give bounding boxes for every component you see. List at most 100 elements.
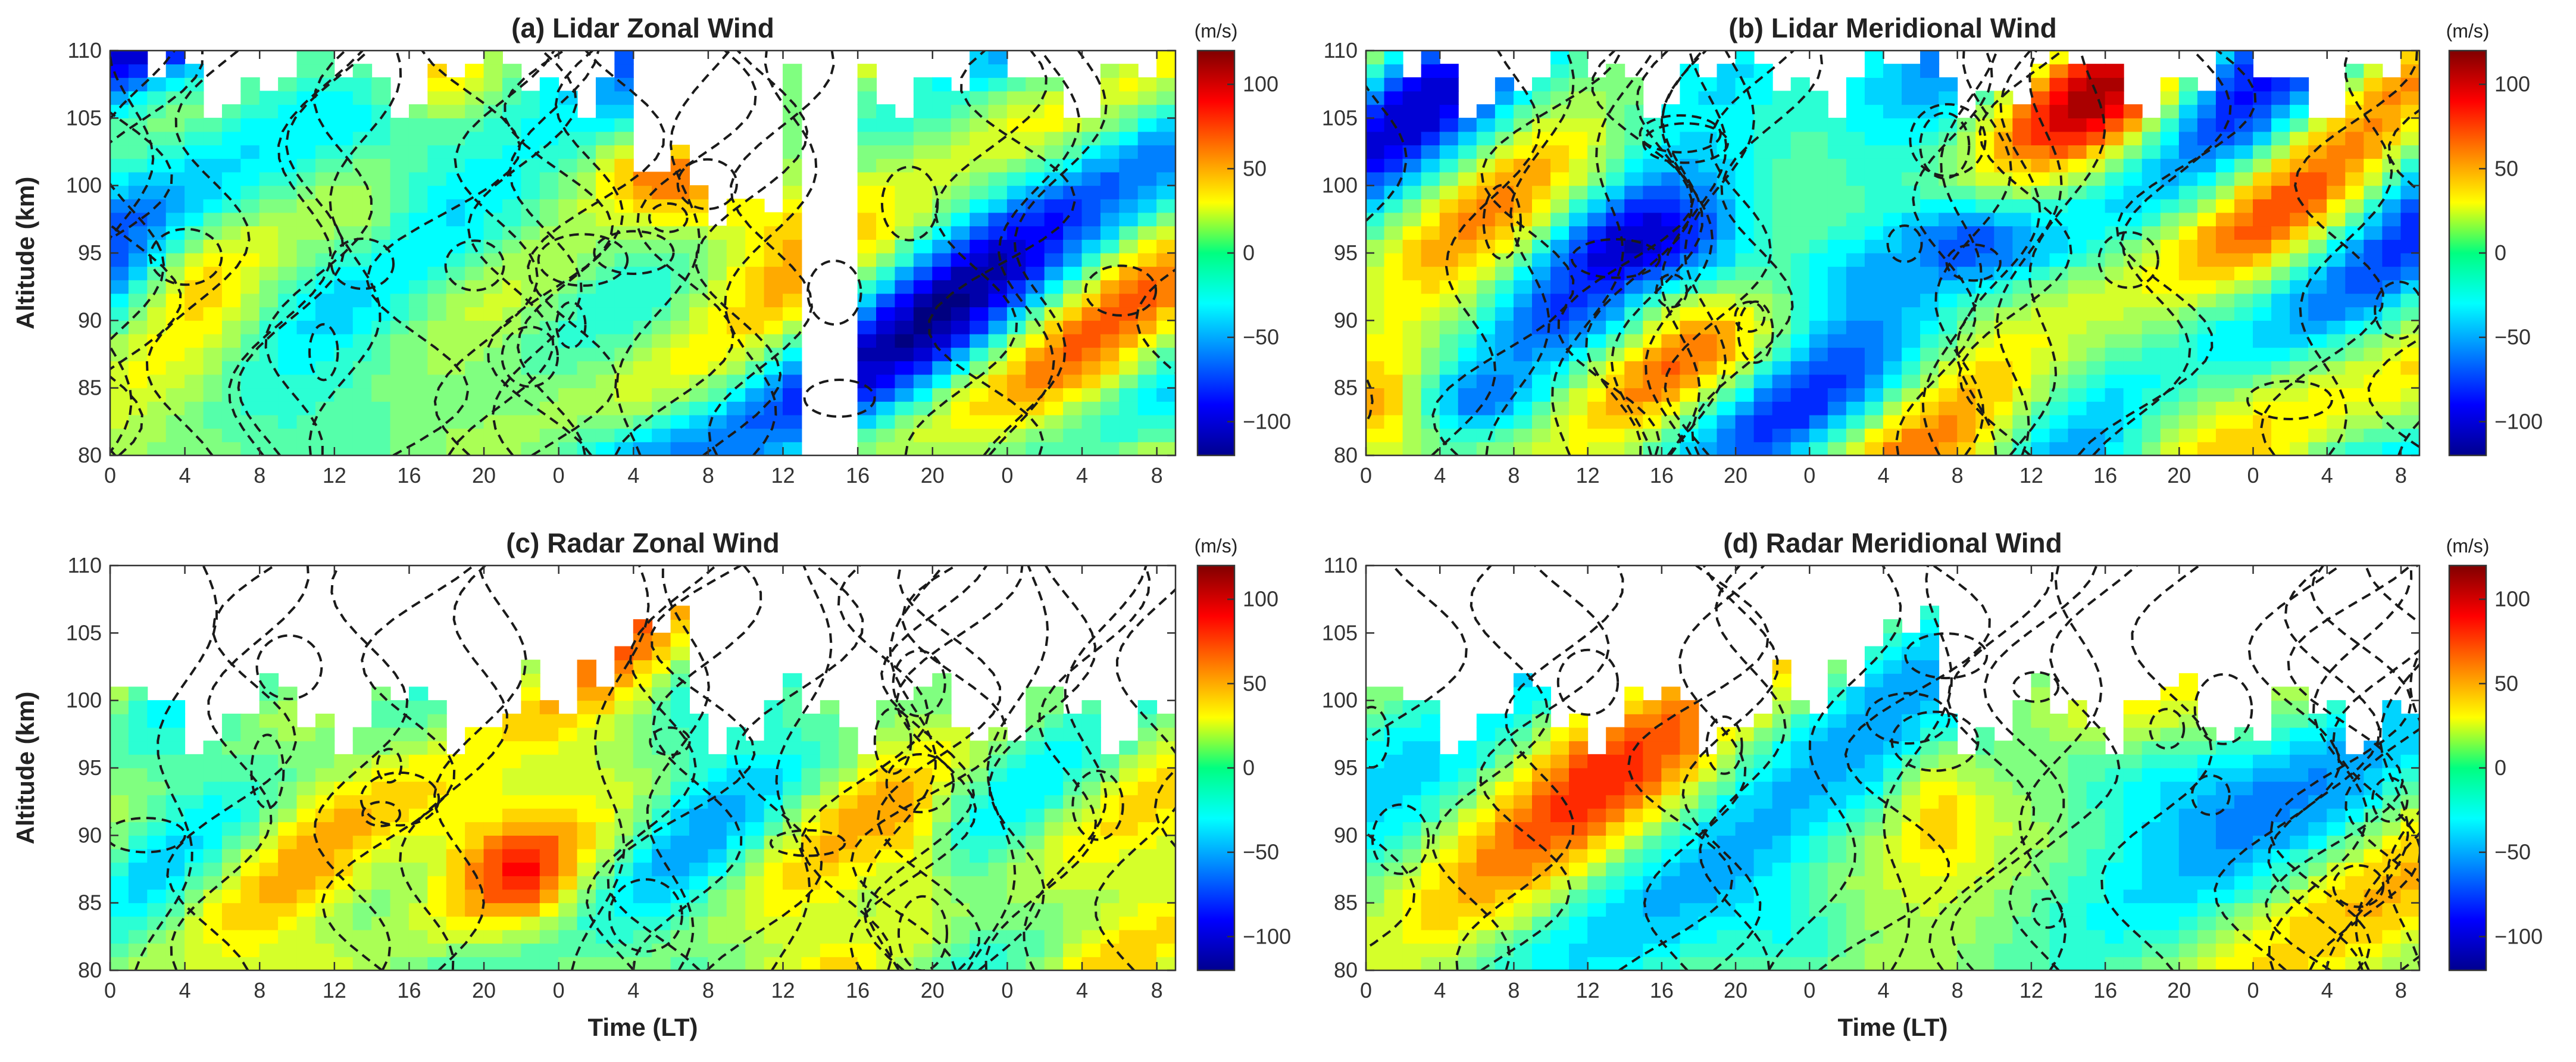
cell [1624, 428, 1644, 442]
cell [2364, 171, 2383, 186]
cell [913, 131, 933, 146]
cell [708, 347, 727, 361]
cell [2049, 333, 2069, 348]
cell [1421, 781, 1440, 795]
cell [2049, 266, 2069, 280]
cell [689, 943, 709, 957]
cell [221, 307, 242, 321]
cell [1587, 754, 1607, 769]
cell [951, 90, 971, 105]
cell [2068, 64, 2087, 78]
cell [2345, 117, 2365, 132]
cell [764, 929, 784, 944]
cell [876, 239, 896, 254]
cell [1495, 117, 1514, 132]
cell [1735, 360, 1755, 375]
cell [2382, 414, 2402, 429]
cell [726, 781, 746, 795]
cell [614, 279, 634, 294]
cell [1476, 713, 1496, 728]
cell [1790, 117, 1810, 132]
cell [2031, 307, 2050, 321]
panel-title: (a) Lidar Zonal Wind [511, 13, 774, 43]
cell [165, 333, 186, 348]
cell [876, 333, 896, 348]
cell [1495, 767, 1514, 782]
cell [670, 185, 690, 199]
cell [259, 131, 279, 146]
cell [1790, 347, 1810, 361]
cell [932, 794, 952, 809]
cell [633, 848, 653, 863]
cell [1939, 307, 1958, 321]
cell [932, 956, 952, 970]
cell [185, 808, 204, 823]
colorbar-unit: (m/s) [1195, 535, 1238, 557]
cell [876, 360, 896, 375]
cell [465, 929, 484, 944]
cell [1661, 754, 1681, 769]
cell [502, 727, 522, 742]
cell [633, 673, 653, 688]
cell [783, 171, 802, 186]
cell [2142, 401, 2161, 416]
cell [1458, 239, 1477, 254]
panel-b: 0 4 8 12 16 20 0 4 8 12 16 20 0 4 880859095100105110(b… [1322, 13, 2543, 488]
cell [371, 875, 391, 890]
cell [352, 64, 373, 78]
cell [1753, 212, 1773, 227]
cell [1366, 198, 1385, 213]
cell [1156, 822, 1176, 836]
cell [2049, 185, 2069, 199]
cell [2012, 252, 2032, 267]
cell [1902, 145, 1921, 159]
cell [745, 835, 765, 849]
cell [1366, 713, 1385, 728]
cell [595, 360, 615, 375]
cell [951, 848, 971, 863]
cell [1137, 428, 1158, 442]
cell [1569, 943, 1589, 957]
cell [1476, 862, 1496, 876]
cell [1717, 441, 1736, 455]
cell [1587, 185, 1607, 199]
cell [895, 145, 914, 159]
cell [577, 929, 596, 944]
cell [2234, 212, 2254, 227]
cell [1044, 226, 1064, 240]
cell [240, 822, 260, 836]
cell [1994, 333, 2014, 348]
contour-loop [648, 202, 689, 233]
cell [1753, 90, 1773, 105]
cell [1156, 889, 1176, 904]
cell [932, 889, 952, 904]
cell [1902, 441, 1921, 455]
cell [820, 754, 840, 769]
cell [465, 889, 484, 904]
cell [726, 414, 746, 429]
cell [595, 781, 615, 795]
cell [1006, 239, 1027, 254]
cell [913, 226, 933, 240]
cell [521, 794, 540, 809]
cell [352, 414, 373, 429]
cell [951, 916, 971, 930]
cell [240, 835, 260, 849]
cell [502, 822, 522, 836]
cell [427, 145, 447, 159]
cell [352, 90, 373, 105]
cell [1680, 320, 1699, 335]
cell [1661, 333, 1681, 348]
cell [1864, 320, 1884, 335]
cell [895, 902, 914, 917]
cell [371, 293, 391, 308]
cell [1119, 293, 1139, 308]
cell [1156, 794, 1176, 809]
cell [1994, 388, 2014, 402]
cell [2364, 374, 2383, 389]
cell [2271, 185, 2291, 199]
cell [1384, 360, 1403, 375]
cell [1495, 902, 1514, 917]
cell [278, 727, 298, 742]
cell [1026, 239, 1045, 254]
